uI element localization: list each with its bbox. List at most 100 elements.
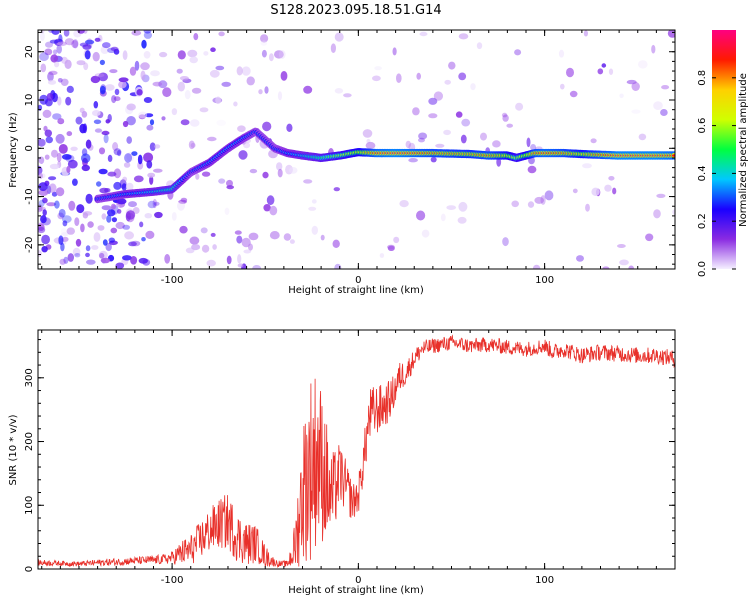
spectrogram-cell [392, 47, 397, 56]
spectrogram-cell [134, 60, 140, 71]
spectrogram-cell [85, 245, 91, 252]
spectrogram-cell [112, 142, 119, 151]
spectrogram-cell [334, 32, 344, 42]
spectrogram-cell [63, 30, 70, 37]
colorbar-label: Normalized spectral amplitude [738, 73, 749, 227]
spectrogram-cell [126, 103, 136, 111]
spectrogram-cell [58, 208, 66, 218]
spectrogram-cell [53, 49, 58, 55]
spectrogram-cell [131, 30, 142, 36]
spectrogram-cell [93, 232, 101, 242]
spectrogram-cell [201, 171, 211, 177]
spectrogram-cell [502, 237, 509, 247]
spectrogram-cell [193, 33, 199, 41]
spectrogram-cell [84, 50, 91, 60]
spectrogram-cell [276, 162, 283, 171]
spectrogram-cell [496, 157, 502, 167]
spectrogram-cell [177, 201, 185, 211]
spectrogram-cell [68, 200, 76, 211]
spectrogram-cell [82, 211, 93, 216]
colorbar-ticks: 0.0 0.2 0.4 0.6 0.8 [697, 70, 736, 277]
colorbar-tick-label: 0.6 [697, 118, 708, 134]
spectrogram-cell [47, 71, 54, 82]
spectrogram-cell [140, 62, 150, 71]
spectrogram-cell [269, 53, 274, 62]
spectrogram-cell [100, 257, 111, 264]
spectrogram-cell [626, 79, 637, 85]
spectrogram-cell [171, 212, 177, 221]
spectrogram-cell [199, 107, 209, 113]
spectrogram-cell [277, 91, 283, 101]
spectrogram-cell [262, 121, 272, 132]
spectrogram-cell [126, 210, 136, 220]
spectrogram-cell [61, 154, 72, 160]
spectrogram-cell [171, 108, 178, 116]
y-tick-label: -20 [24, 237, 35, 253]
spectrogram-cell [51, 149, 58, 158]
spectrogram-cell [79, 123, 87, 134]
spectrogram-cell [128, 241, 137, 247]
spectrogram-cell [103, 133, 109, 144]
spectrogram-cell [114, 88, 120, 96]
spectrogram-cell [533, 264, 541, 269]
spectrogram-cell [236, 66, 243, 76]
spectrogram-cell [154, 144, 161, 149]
spectrogram-cell [180, 197, 188, 203]
y-tick-label: 300 [24, 368, 35, 387]
spectrogram-cell [117, 209, 122, 214]
spectrogram-cell [189, 119, 200, 127]
spectrogram-cell [101, 130, 110, 136]
spectrogram-cell [311, 225, 318, 235]
spectrogram-cell [544, 190, 554, 201]
spectrogram-cell [107, 171, 117, 177]
spectrogram-cell [210, 232, 216, 237]
spectrogram-cell [591, 187, 600, 196]
spectrogram-cell [80, 223, 85, 233]
spectrogram-cell [42, 109, 52, 118]
colorbar: 0.0 0.2 0.4 0.6 0.8 Normalized spectral ampl… [697, 30, 749, 277]
spectrogram-cell [159, 51, 168, 58]
spectrogram-cell [215, 65, 225, 71]
spectrogram-cell [237, 125, 246, 132]
spectrogram-cell [99, 59, 105, 66]
spectrogram-cell [104, 84, 115, 91]
spectrogram-cell [86, 259, 96, 265]
spectrogram-cell [46, 202, 57, 207]
spectrogram-cell [241, 237, 251, 248]
spectrogram-cell [131, 151, 138, 157]
spectrogram-cell [590, 138, 597, 144]
spectrogram-cell [139, 221, 144, 228]
spectrogram-cell [201, 244, 210, 253]
spectrogram-cell [72, 247, 81, 256]
spectrogram-cell [262, 171, 269, 179]
spectrogram-cell [446, 205, 457, 211]
spectrogram-cell [45, 41, 53, 48]
spectrogram-cell [435, 143, 445, 148]
spectrogram-cell [207, 136, 217, 142]
x-tick-label: -100 [161, 575, 184, 586]
spectrogram-cell [476, 42, 483, 50]
spectrogram-cell [111, 217, 117, 223]
x-tick-label: 0 [355, 275, 361, 286]
spectrogram-cell [534, 196, 544, 204]
spectrogram-cell [58, 34, 63, 44]
spectrogram-cell [365, 141, 376, 150]
spectrogram-cell [269, 231, 280, 240]
spectrogram-cell [195, 173, 200, 180]
spectrogram-cell [628, 265, 634, 269]
spectrogram-cell [149, 119, 155, 126]
spectrogram-cell [511, 200, 519, 208]
spectrogram-cell [115, 221, 125, 230]
spectrogram-cell [249, 168, 258, 174]
spectrogram-cell [40, 63, 47, 73]
spectrogram-cell [236, 235, 243, 244]
spectrogram-cell [115, 262, 125, 269]
spectrogram-cell [98, 147, 106, 155]
spectrogram-cell [122, 120, 129, 128]
spectrogram-cell [233, 101, 238, 107]
spectrogram-cell [457, 216, 467, 224]
spectrogram-cell [218, 178, 226, 184]
spectrogram-cell [110, 46, 119, 52]
spectrogram-cell [56, 152, 62, 162]
